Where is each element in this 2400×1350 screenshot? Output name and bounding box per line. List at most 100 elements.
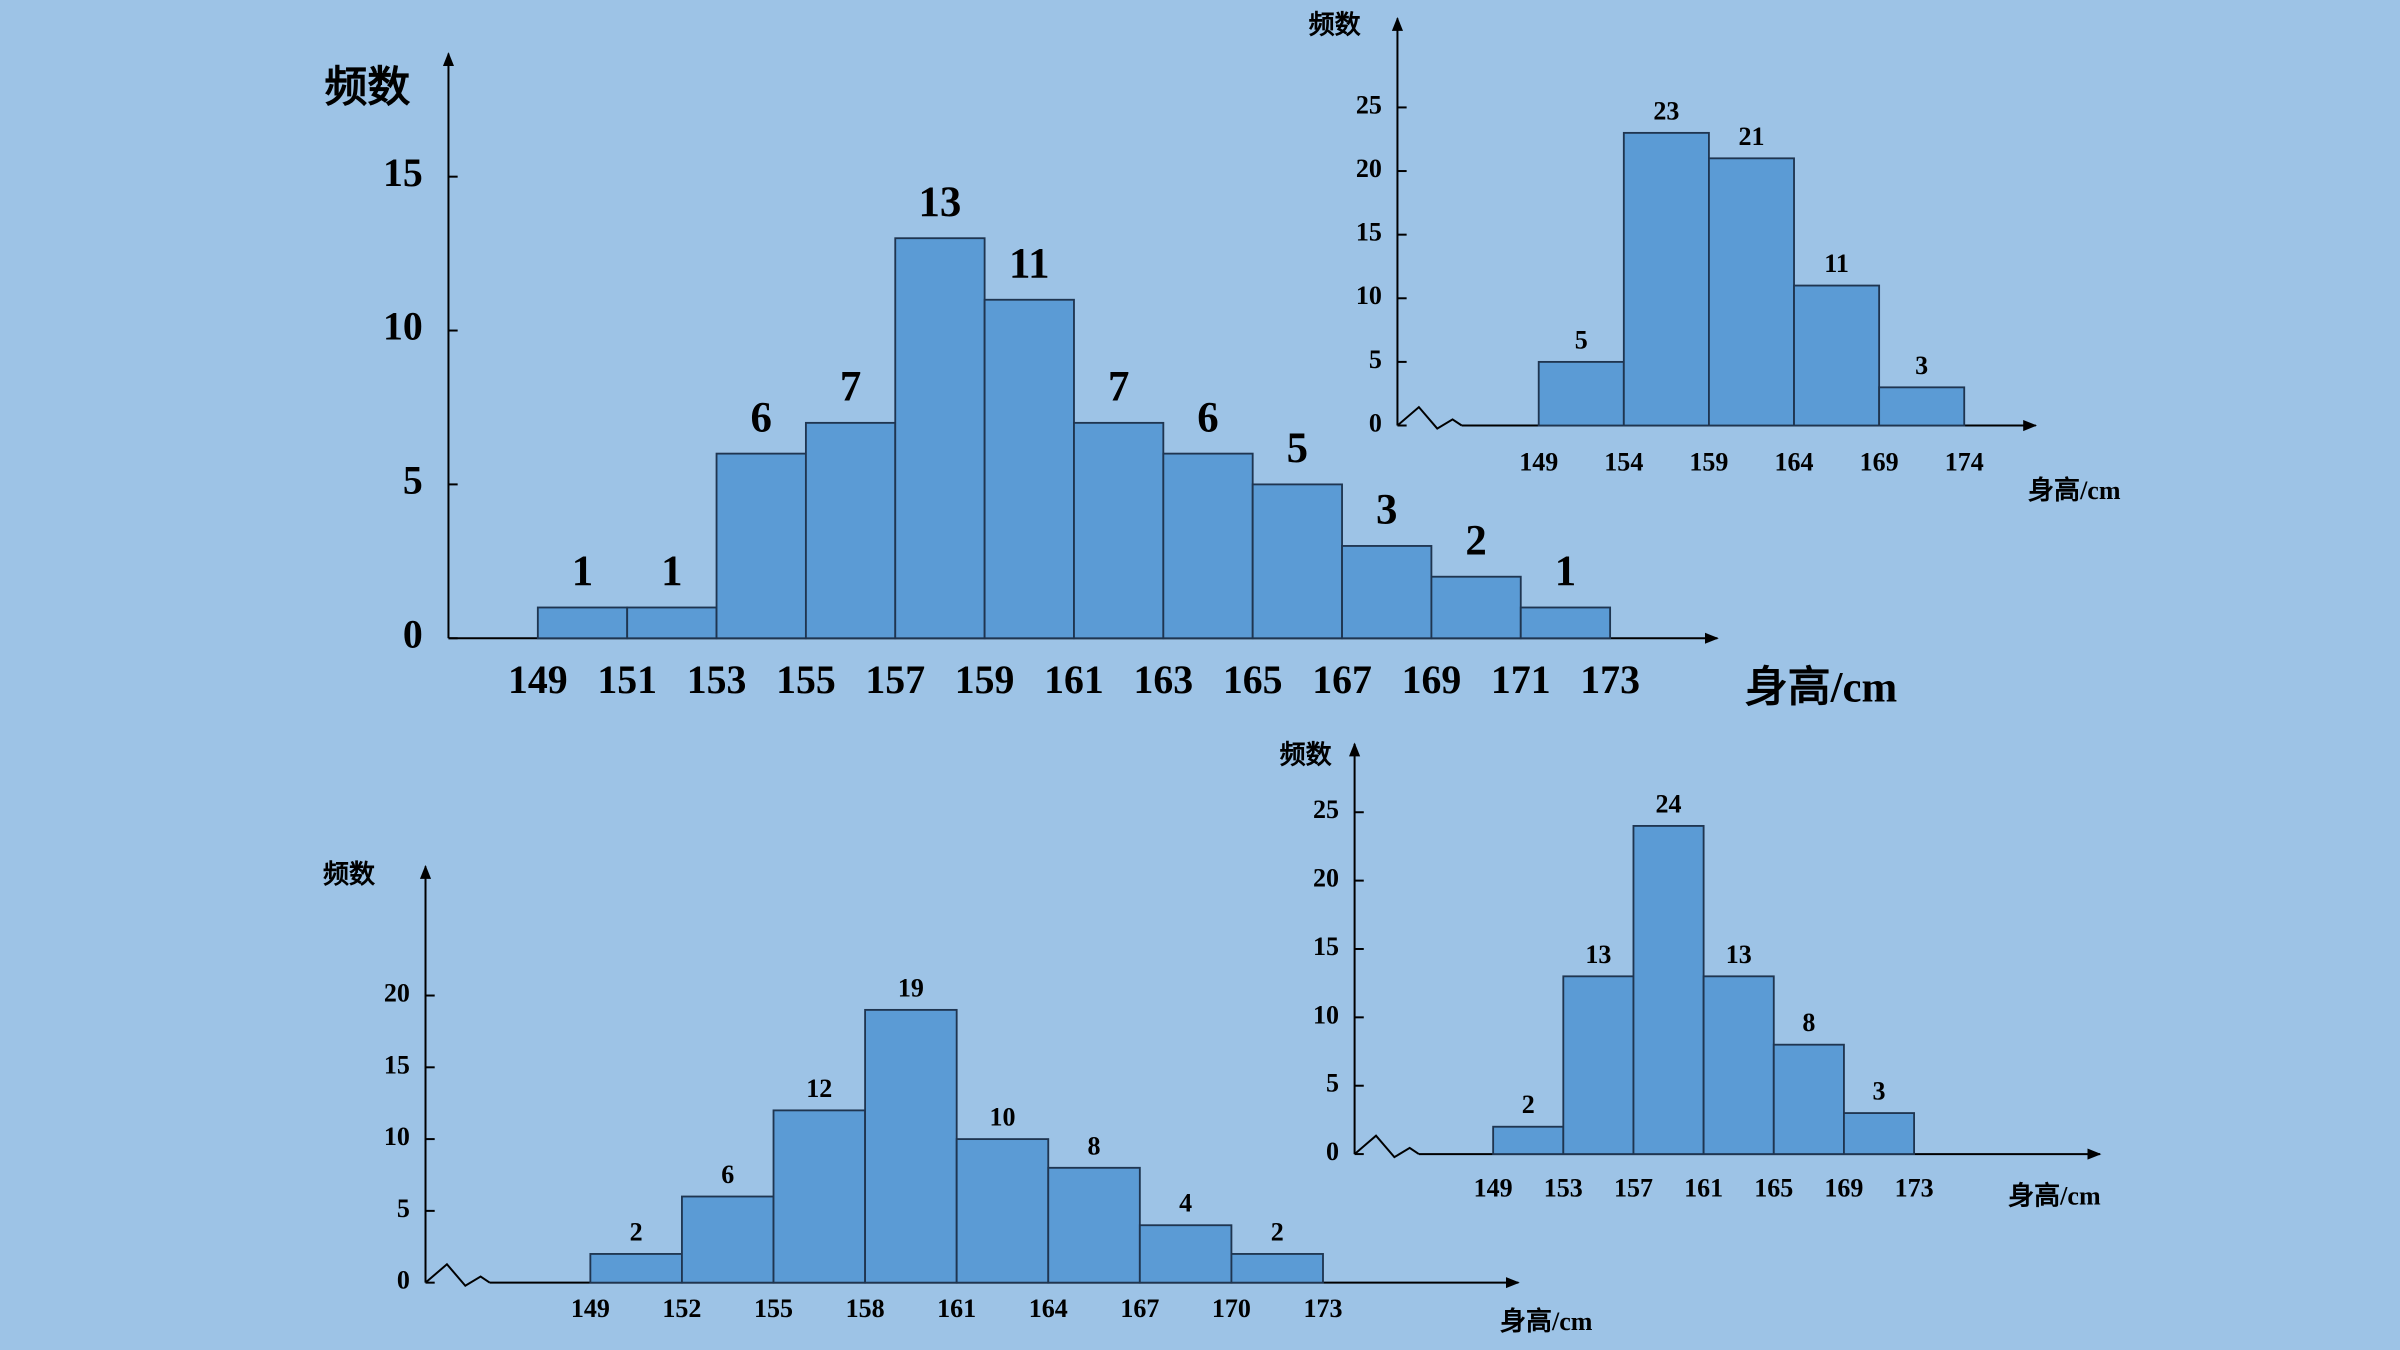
bar (804, 421, 897, 640)
x-tick-label: 155 (776, 658, 836, 702)
y-tick-label: 10 (1356, 281, 1382, 310)
bar (715, 452, 807, 640)
y-tick-label: 10 (383, 305, 423, 349)
y-tick-label: 0 (1326, 1137, 1339, 1166)
x-tick-label: 171 (1491, 658, 1551, 702)
x-tick-label: 154 (1604, 448, 1643, 477)
bar (1073, 421, 1165, 640)
bar (1162, 452, 1254, 640)
x-tick-label: 174 (1945, 448, 1984, 477)
x-tick-label: 170 (1212, 1294, 1251, 1323)
value-label: 2 (1465, 517, 1486, 564)
bar (536, 606, 629, 640)
value-label: 13 (1585, 940, 1611, 969)
x-tick-label: 161 (1044, 658, 1104, 702)
x-tick-label: 167 (1120, 1294, 1159, 1323)
x-tick-label: 151 (597, 658, 657, 702)
y-tick-label: 5 (1326, 1069, 1339, 1098)
y-tick-label: 25 (1356, 90, 1382, 119)
y-tick-label: 0 (397, 1266, 410, 1295)
bar (1562, 975, 1635, 1155)
bar (589, 1253, 683, 1284)
bar (1622, 131, 1710, 427)
bar (1430, 575, 1522, 640)
x-tick-label: 159 (955, 658, 1015, 702)
bar (1230, 1253, 1324, 1284)
y-axis-title: 频数 (324, 64, 410, 112)
x-tick-label: 173 (1580, 658, 1640, 702)
y-tick-label: 20 (1356, 154, 1382, 183)
y-tick-label: 5 (1369, 345, 1382, 374)
y-tick-label: 15 (1356, 218, 1382, 247)
y-tick-label: 10 (384, 1122, 410, 1151)
value-label: 13 (919, 179, 962, 226)
value-label: 5 (1575, 325, 1588, 354)
value-label: 6 (1197, 394, 1218, 441)
value-label: 24 (1656, 789, 1682, 818)
bar (1251, 483, 1343, 640)
y-tick-label: 15 (383, 151, 423, 195)
bar (1138, 1224, 1233, 1284)
axis-break (424, 1262, 491, 1287)
x-tick-label: 155 (754, 1294, 793, 1323)
value-label: 21 (1738, 122, 1764, 151)
bar (1537, 360, 1625, 427)
x-tick-label: 169 (1860, 448, 1899, 477)
value-label: 23 (1653, 96, 1679, 125)
value-label: 19 (898, 973, 924, 1002)
value-label: 4 (1179, 1189, 1192, 1218)
bar (1772, 1043, 1845, 1155)
x-tick-label: 149 (1519, 448, 1558, 477)
value-label: 10 (989, 1103, 1015, 1132)
x-tick-label: 169 (1402, 658, 1462, 702)
axis-break (1396, 405, 1463, 430)
value-label: 13 (1726, 940, 1752, 969)
x-tick-label: 157 (1614, 1173, 1653, 1202)
x-tick-label: 159 (1689, 448, 1728, 477)
value-label: 6 (751, 394, 772, 441)
value-label: 1 (661, 548, 682, 595)
x-tick-label: 169 (1824, 1173, 1863, 1202)
value-label: 7 (1108, 364, 1129, 411)
y-tick-label: 20 (384, 979, 410, 1008)
y-tick-label: 0 (1369, 408, 1382, 437)
value-label: 3 (1873, 1077, 1886, 1106)
y-axis-title: 频数 (1309, 11, 1362, 40)
x-tick-label: 164 (1029, 1294, 1068, 1323)
bar (1047, 1166, 1141, 1284)
y-tick-label: 15 (384, 1050, 410, 1079)
value-label: 5 (1287, 425, 1308, 472)
value-label: 2 (1522, 1090, 1535, 1119)
x-tick-label: 161 (937, 1294, 976, 1323)
value-label: 7 (840, 364, 861, 411)
bar (1793, 284, 1881, 427)
x-tick-label: 152 (662, 1294, 701, 1323)
value-label: 6 (721, 1160, 734, 1189)
y-tick-label: 0 (403, 612, 423, 656)
bar (1519, 606, 1612, 640)
x-axis-title: 身高/cm (2028, 475, 2121, 505)
x-axis-title: 身高/cm (1500, 1306, 1593, 1336)
x-tick-label: 157 (865, 658, 925, 702)
y-tick-label: 10 (1313, 1000, 1339, 1029)
value-label: 1 (1555, 548, 1576, 595)
x-tick-label: 173 (1303, 1294, 1342, 1323)
x-tick-label: 165 (1223, 658, 1283, 702)
value-label: 3 (1915, 351, 1928, 380)
x-tick-label: 173 (1895, 1173, 1934, 1202)
value-label: 8 (1088, 1131, 1101, 1160)
y-tick-label: 5 (397, 1194, 410, 1223)
bar (1878, 386, 1966, 427)
value-label: 8 (1802, 1008, 1815, 1037)
bar (955, 1138, 1050, 1284)
bar (1632, 824, 1705, 1155)
y-tick-label: 15 (1313, 932, 1339, 961)
value-label: 2 (1271, 1217, 1284, 1246)
bar (983, 298, 1075, 640)
x-tick-label: 153 (687, 658, 747, 702)
value-label: 11 (1824, 249, 1849, 278)
x-axis-title: 身高/cm (1745, 664, 1897, 712)
bar (1708, 157, 1795, 427)
